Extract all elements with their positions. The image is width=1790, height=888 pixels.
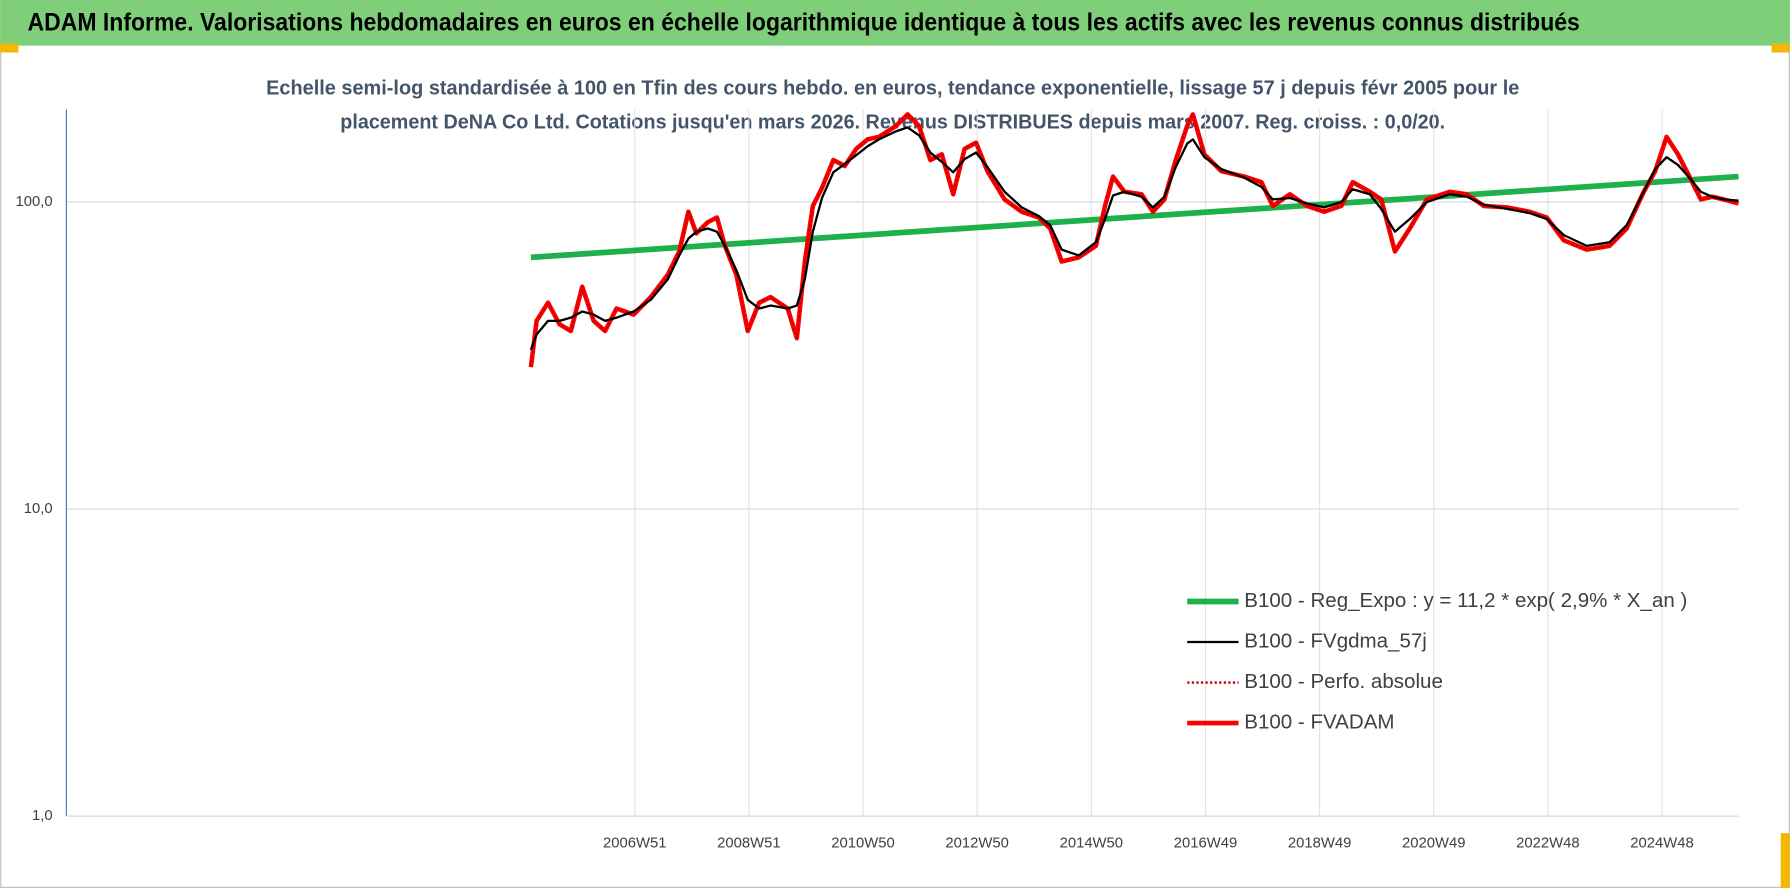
legend: B100 - Reg_Expo : y = 11,2 * exp( 2,9% *… (1187, 589, 1687, 733)
y-tick-label: 100,0 (16, 194, 53, 210)
x-tick-label: 2006W51 (603, 835, 666, 851)
x-tick-label: 2008W51 (717, 835, 780, 851)
plot-lines (528, 112, 1740, 368)
x-tick-label: 2020W49 (1402, 835, 1465, 851)
x-tick-label: 2018W49 (1288, 835, 1351, 851)
y-tick-label: 1,0 (32, 808, 53, 824)
x-tick-label: 2010W50 (831, 835, 894, 851)
series-line (529, 126, 1739, 351)
legend-label: B100 - Reg_Expo : y = 11,2 * exp( 2,9% *… (1244, 589, 1687, 612)
chart-title: ADAM Informe. Valorisations hebdomadaire… (28, 9, 1580, 37)
axes: 1,0 10,0 100,0 2006W51 2008W51 2010W50 2012W50… (16, 109, 1739, 851)
chart-subtitle: Echelle semi-log standardisée à 100 en T… (266, 76, 1519, 99)
legend-label: B100 - FVgdma_57j (1244, 629, 1427, 652)
corner (1771, 43, 1790, 53)
x-tick-label: 2014W50 (1060, 835, 1123, 851)
series-line (530, 173, 1739, 261)
legend-label: B100 - FVADAM (1244, 710, 1394, 733)
x-tick-label: 2022W48 (1516, 835, 1579, 851)
title-bar (0, 0, 1790, 46)
x-tick-label: 2016W49 (1174, 835, 1237, 851)
legend-label: B100 - Perfo. absolue (1244, 670, 1443, 693)
y-tick-label: 10,0 (24, 501, 53, 517)
corner (1780, 833, 1790, 888)
chart-subtitle: placement DeNA Co Ltd. Cotations jusqu'e… (340, 111, 1445, 134)
corner (0, 43, 19, 53)
x-tick-label: 2012W50 (945, 835, 1008, 851)
x-tick-label: 2024W48 (1630, 835, 1693, 851)
series-line (528, 112, 1740, 368)
